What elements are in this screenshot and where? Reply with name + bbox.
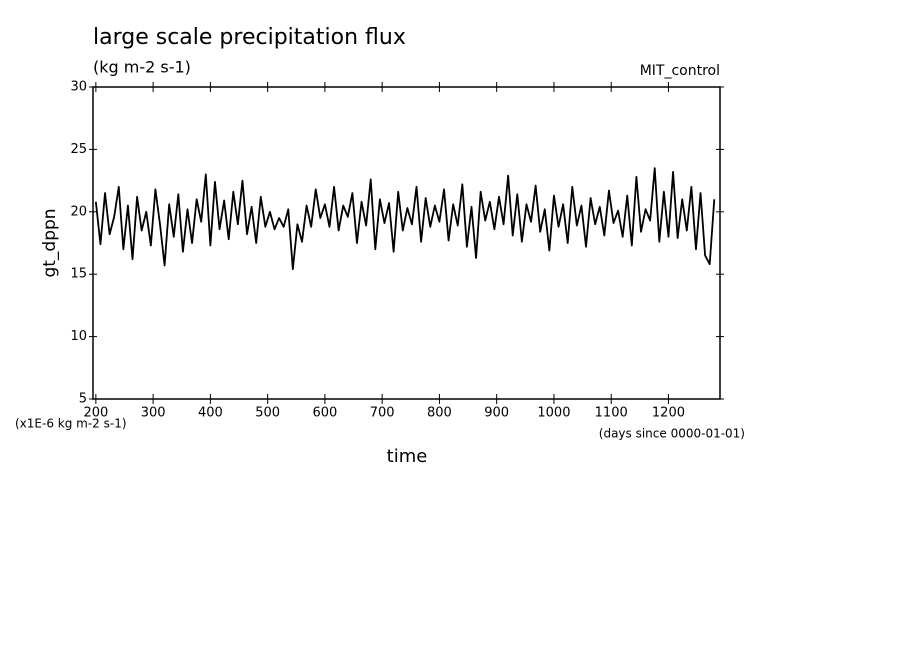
- x-tick-label: 500: [255, 406, 280, 421]
- x-tick-label: 400: [198, 406, 223, 421]
- x-axis-label: time: [387, 446, 428, 467]
- chart-title: large scale precipitation flux: [93, 25, 406, 50]
- x-tick-label: 1100: [595, 406, 628, 421]
- x-tick-label: 700: [370, 406, 395, 421]
- x-tick-label: 300: [141, 406, 166, 421]
- chart-subtitle: (kg m-2 s-1): [93, 58, 191, 77]
- y-tick-label: 20: [70, 204, 87, 219]
- data-line: [94, 167, 716, 271]
- x-units: (days since 0000-01-01): [599, 427, 745, 441]
- plot-frame: [92, 86, 721, 400]
- x-tick-label: 900: [484, 406, 509, 421]
- x-tick-label: 800: [427, 406, 452, 421]
- y-tick-label: 30: [70, 80, 87, 95]
- x-tick-label: 1000: [537, 406, 570, 421]
- y-tick-label: 15: [70, 267, 87, 282]
- y-units: (x1E-6 kg m-2 s-1): [15, 417, 127, 431]
- y-tick-label: 10: [70, 329, 87, 344]
- x-tick-label: 600: [312, 406, 337, 421]
- y-axis-label: gt_dppn: [40, 208, 60, 277]
- y-tick-label: 5: [79, 392, 87, 407]
- annotation: MIT_control: [640, 63, 720, 79]
- x-tick-label: 200: [83, 406, 108, 421]
- x-tick-label: 1200: [652, 406, 685, 421]
- y-tick-label: 25: [70, 142, 87, 157]
